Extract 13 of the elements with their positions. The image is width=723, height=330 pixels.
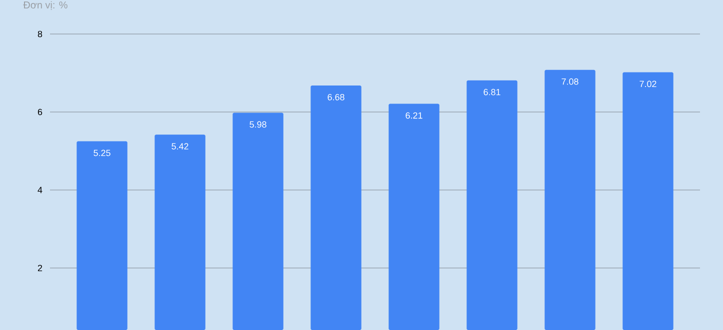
data-label: 6.68 bbox=[328, 94, 344, 100]
data-label: 6.21 bbox=[406, 112, 422, 119]
y-tick-label: 6 bbox=[38, 108, 42, 116]
data-label: 6.81 bbox=[484, 88, 500, 96]
y-tick-label: 4 bbox=[38, 186, 42, 194]
y-axis-title: Đơn vị: % bbox=[23, 1, 68, 10]
data-label: 7.08 bbox=[562, 78, 578, 85]
data-label: 5.98 bbox=[250, 121, 266, 128]
y-tick-label: 2 bbox=[38, 264, 42, 272]
y-tick-label: 8 bbox=[38, 30, 42, 38]
data-label: 7.02 bbox=[640, 80, 656, 88]
data-label: 5.42 bbox=[172, 143, 188, 150]
data-label: 5.25 bbox=[94, 150, 110, 156]
